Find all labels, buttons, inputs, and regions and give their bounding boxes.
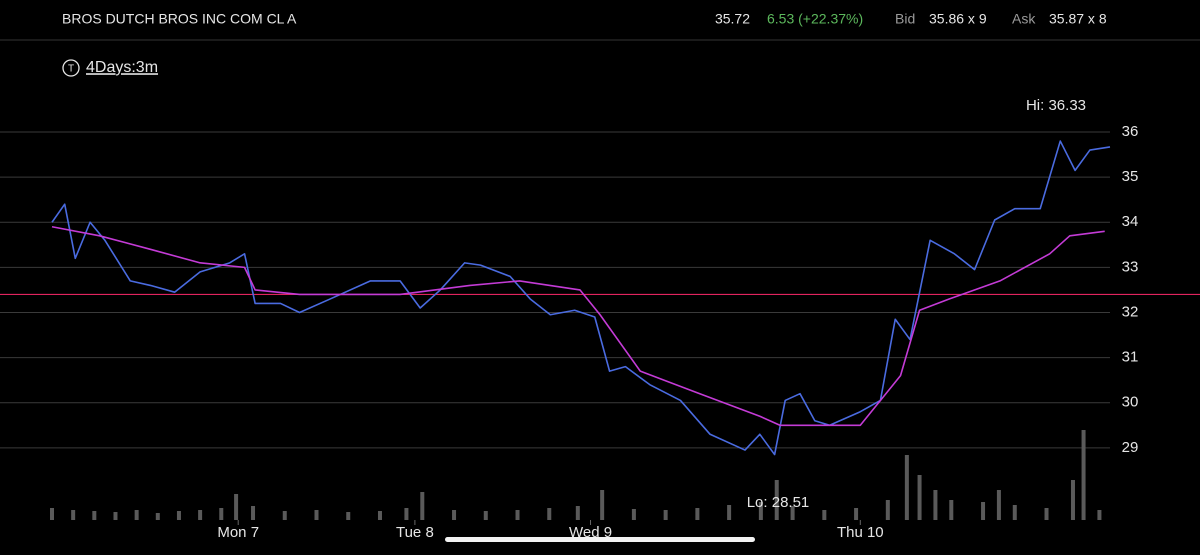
y-tick-label: 36	[1122, 123, 1139, 140]
volume-bar	[600, 490, 605, 520]
period-selector[interactable]: 4Days:3m	[86, 59, 158, 76]
volume-bar	[176, 511, 181, 520]
volume-bar	[904, 455, 909, 520]
volume-bar	[854, 508, 859, 520]
volume-bar	[727, 505, 732, 520]
last-price: 35.72	[715, 11, 750, 27]
x-tick-label: Tue 8	[396, 524, 434, 541]
volume-bar	[71, 510, 76, 520]
volume-bar	[631, 509, 636, 520]
volume-bar	[695, 508, 700, 520]
low-annotation: Lo: 28.51	[747, 494, 810, 511]
volume-bar	[155, 513, 160, 520]
volume-bar	[282, 511, 287, 520]
volume-bar	[251, 506, 256, 520]
y-tick-label: 32	[1122, 303, 1139, 320]
volume-bar	[774, 480, 779, 520]
period-icon-glyph: T	[68, 64, 74, 75]
volume-bar	[1012, 505, 1017, 520]
volume-bar	[314, 510, 319, 520]
bid-label: Bid	[895, 11, 915, 27]
series-line	[51, 140, 1111, 456]
ask-label: Ask	[1012, 11, 1036, 27]
volume-bar	[663, 510, 668, 520]
volume-bar	[575, 506, 580, 520]
bid: 35.86 x 9	[929, 11, 987, 27]
volume-bar	[1044, 508, 1049, 520]
y-tick-label: 33	[1122, 258, 1139, 275]
symbol-title: BROS DUTCH BROS INC COM CL A	[62, 11, 297, 27]
volume-bar	[790, 506, 795, 520]
price-change: 6.53 (+22.37%)	[767, 11, 863, 27]
volume-bar	[377, 511, 382, 520]
volume-bar	[420, 492, 425, 520]
volume-bar	[515, 510, 520, 520]
volume-bar	[547, 508, 552, 520]
volume-bar	[758, 502, 763, 520]
y-tick-label: 34	[1122, 213, 1139, 230]
volume-bar	[346, 512, 351, 520]
volume-bar	[92, 511, 97, 520]
volume-bar	[981, 502, 986, 520]
volume-bar	[50, 508, 54, 520]
volume-bar	[1070, 480, 1075, 520]
volume-bar	[134, 510, 139, 520]
volume-bar	[917, 475, 922, 520]
volume-bar	[404, 508, 409, 520]
home-indicator	[445, 537, 755, 542]
volume-bar	[996, 490, 1001, 520]
volume-bar	[198, 510, 203, 520]
plot: 29 30 31 32 33 34 35 36 Mon 7 Tue 8 Wed 9 Thu 10 Hi:…	[0, 97, 1200, 541]
volume-bar	[113, 512, 118, 520]
ask: 35.87 x 8	[1049, 11, 1107, 27]
volume-bar	[219, 508, 224, 520]
period-icon[interactable]	[62, 59, 80, 77]
volume-bar	[885, 500, 890, 520]
volume-bar	[452, 510, 457, 520]
volume-bar	[822, 510, 827, 520]
series-line	[51, 225, 1105, 427]
x-tick-label: Mon 7	[217, 524, 259, 541]
volume-bar	[1097, 510, 1102, 520]
y-tick-label: 29	[1122, 439, 1139, 456]
x-tick-label: Wed 9	[569, 524, 612, 541]
y-tick-label: 30	[1122, 394, 1139, 411]
x-tick-label: Thu 10	[837, 524, 884, 541]
volume-bar	[234, 494, 239, 520]
volume-bar	[949, 500, 954, 520]
volume-bar	[933, 490, 938, 520]
y-tick-label: 35	[1122, 168, 1139, 185]
volume-bar	[1081, 430, 1086, 520]
high-annotation: Hi: 36.33	[1026, 97, 1086, 114]
volume-bar	[483, 511, 488, 520]
y-tick-label: 31	[1122, 349, 1139, 366]
